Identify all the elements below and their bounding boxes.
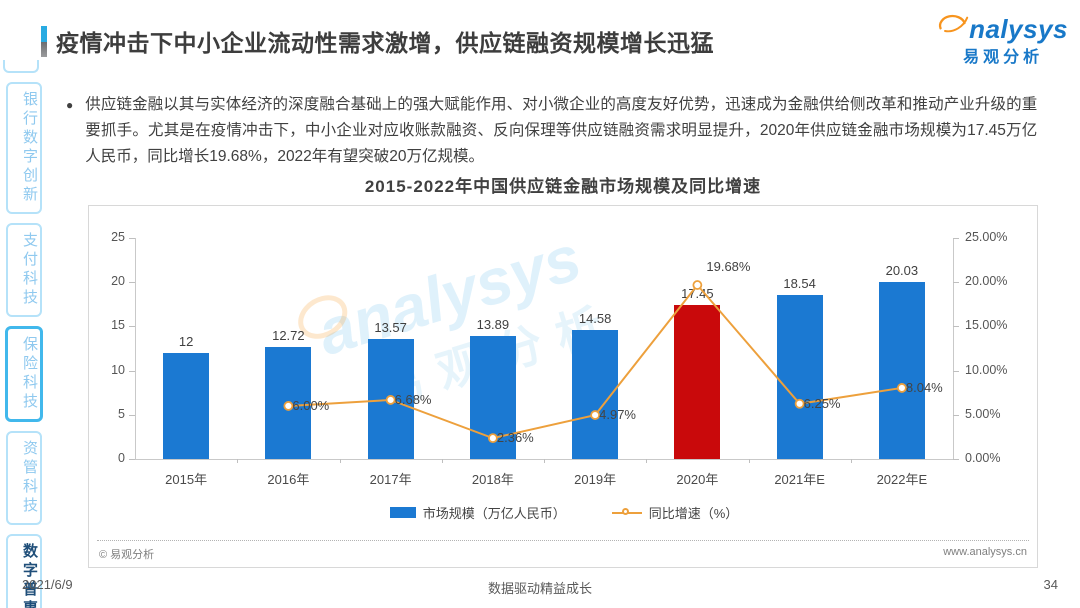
right-axis-tick-label: 15.00% (965, 318, 1008, 333)
legend-item-growth-rate: 同比增速（%） (611, 503, 739, 522)
analysys-logo: nalysys 易观分析 (937, 9, 1068, 67)
left-axis-tick-label: 0 (118, 451, 125, 465)
left-axis-tick (129, 459, 135, 460)
x-axis-category-label: 2017年 (369, 472, 412, 487)
summary-text: 供应链金融以其与实体经济的深度融合基础上的强大赋能作用、对小微企业的高度友好优势… (85, 96, 1038, 165)
line-marker-icon (621, 507, 629, 515)
bar-2019年 (572, 330, 619, 459)
right-axis-tick-label: 10.00% (965, 362, 1008, 377)
logo-a-swoosh-icon (937, 9, 969, 42)
right-axis-tick (953, 459, 959, 460)
sidebar-item-insurance-tech[interactable]: 保险科技 (5, 326, 43, 422)
chart-website: www.analysys.cn (943, 546, 1027, 558)
legend-item-market-size: 市场规模（万亿人民币） (389, 503, 566, 522)
chart-legend: 市场规模（万亿人民币） 同比增速（%） (89, 503, 1039, 522)
x-axis-category-label: 2021年E (774, 472, 825, 487)
left-axis-tick (129, 370, 135, 372)
chart-card: analysys 易观分析 252015105025.00%20.00%15.0… (88, 205, 1038, 568)
right-axis-tick (953, 238, 959, 239)
growth-value-label: 2.36% (496, 430, 534, 446)
x-axis-category-label: 2019年 (574, 472, 617, 487)
left-axis-tick (129, 282, 135, 284)
line-series-swatch (611, 507, 642, 515)
logo-brand-text: nalysys (969, 14, 1068, 44)
left-axis-line (135, 238, 136, 459)
sidebar-item-banking-digital-innovation[interactable]: 银行数字创新 (6, 82, 42, 214)
legend-label-growth-rate: 同比增速（%） (648, 506, 739, 521)
right-axis-tick-label: 20.00% (965, 274, 1008, 289)
left-axis-tick-label: 20 (111, 274, 125, 289)
footer-date: 2021/6/9 (22, 577, 73, 592)
left-axis-tick-label: 25 (111, 230, 125, 244)
x-axis-tick (544, 459, 545, 463)
growth-value-label: 8.04% (905, 379, 943, 395)
x-axis-tick (748, 459, 750, 463)
left-axis-tick-label: 15 (111, 318, 125, 333)
x-axis-tick (850, 459, 852, 463)
growth-value-label: 6.68% (394, 391, 432, 407)
right-axis-line (953, 238, 954, 459)
x-axis-tick (237, 459, 239, 463)
growth-value-label: 19.68% (706, 259, 751, 275)
left-axis-tick (129, 326, 135, 328)
x-axis-category-label: 2015年 (165, 472, 208, 487)
sidebar-item-digital-inclusion[interactable]: 数字普惠 (6, 534, 42, 608)
bar-2021年E (776, 295, 823, 459)
legend-label-market-size: 市场规模（万亿人民币） (422, 506, 566, 521)
left-axis-tick (129, 414, 135, 416)
left-axis-tick-label: 10 (111, 362, 125, 377)
page-title: 疫情冲击下中小企业流动性需求激增，供应链融资规模增长迅猛 (56, 30, 714, 56)
x-axis-tick (646, 459, 648, 463)
right-axis-tick-label: 5.00% (965, 406, 1001, 421)
left-axis-tick (129, 238, 135, 239)
sidebar-item-payment-tech[interactable]: 支付科技 (6, 223, 42, 317)
sidebar-item-asset-management-tech[interactable]: 资管科技 (6, 431, 42, 525)
right-axis-tick (953, 414, 959, 416)
bar-value-label: 13.89 (476, 317, 510, 333)
bar-value-label: 17.45 (681, 285, 714, 301)
right-axis-tick (953, 326, 959, 328)
x-axis-category-label: 2020年 (676, 472, 719, 487)
dotted-separator (97, 540, 1029, 541)
bar-2015年 (163, 352, 210, 459)
growth-value-label: 6.25% (803, 395, 841, 411)
bullet-dot-icon: ● (66, 98, 74, 112)
x-axis-category-label: 2022年E (876, 472, 928, 487)
bar-2022年E (878, 281, 925, 459)
bar-2020年 (674, 304, 721, 459)
x-axis-category-label: 2016年 (267, 472, 310, 487)
growth-value-label: 4.97% (599, 407, 636, 423)
right-axis-tick-label: 0.00% (965, 451, 1001, 465)
right-axis-tick (953, 282, 959, 284)
chart-copyright: © 易观分析 (99, 549, 155, 561)
chart-title: 2015-2022年中国供应链金融市场规模及同比增速 (364, 177, 762, 196)
x-axis-category-label: 2018年 (471, 472, 514, 487)
sidebar: 银行数字创新 支付科技 保险科技 资管科技 数字普惠 (3, 60, 45, 608)
sidebar-item-partial[interactable] (3, 60, 39, 73)
footer-slogan: 数据驱动精益成长 (487, 581, 592, 596)
bar-value-label: 12.72 (272, 327, 305, 343)
left-axis-tick-label: 5 (118, 406, 125, 421)
x-axis-tick (339, 459, 341, 463)
right-axis-tick (953, 370, 959, 372)
bar-value-label: 14.58 (578, 311, 612, 327)
footer-page-number: 34 (1043, 577, 1058, 592)
combo-chart: 25 20 15 10 5 0 25.00% 20.00% 15.00% 10.00% 5.00% 0… (89, 206, 1039, 496)
bar-value-label: 12 (178, 333, 194, 349)
bar-value-label: 20.03 (885, 262, 919, 278)
summary-bullet: ● 供应链金融以其与实体经济的深度融合基础上的强大赋能作用、对小微企业的高度友好… (66, 92, 1051, 170)
bar-series-swatch (389, 507, 416, 518)
bar-value-label: 13.57 (374, 320, 407, 336)
x-axis-tick (441, 459, 443, 463)
logo-brand-chinese: 易观分析 (963, 49, 1044, 66)
right-axis-tick-label: 25.00% (965, 230, 1008, 244)
bar-value-label: 18.54 (783, 276, 816, 292)
title-accent-bar (41, 26, 47, 57)
growth-value-label: 6.00% (292, 397, 330, 413)
